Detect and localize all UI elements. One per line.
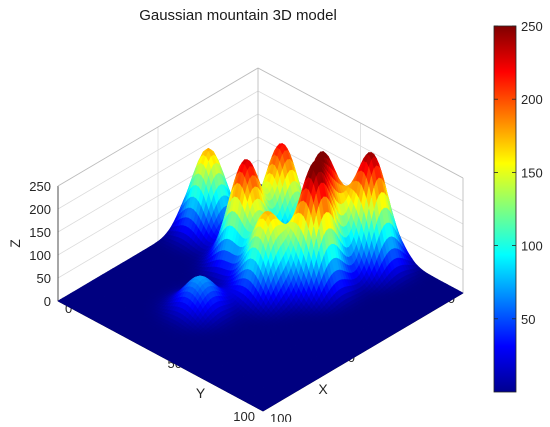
x-tick-label: 100 [233, 409, 255, 422]
z-tick-label: 0 [44, 294, 51, 309]
y-tick-label: 100 [270, 411, 292, 422]
z-tick-label: 250 [29, 179, 51, 194]
z-tick-label: 200 [29, 202, 51, 217]
z-tick-label: 50 [37, 271, 51, 286]
chart-title: Gaussian mountain 3D model [0, 7, 476, 24]
surface-mesh [58, 144, 463, 411]
z-tick-label: 150 [29, 225, 51, 240]
z-tick-label: 100 [29, 248, 51, 263]
